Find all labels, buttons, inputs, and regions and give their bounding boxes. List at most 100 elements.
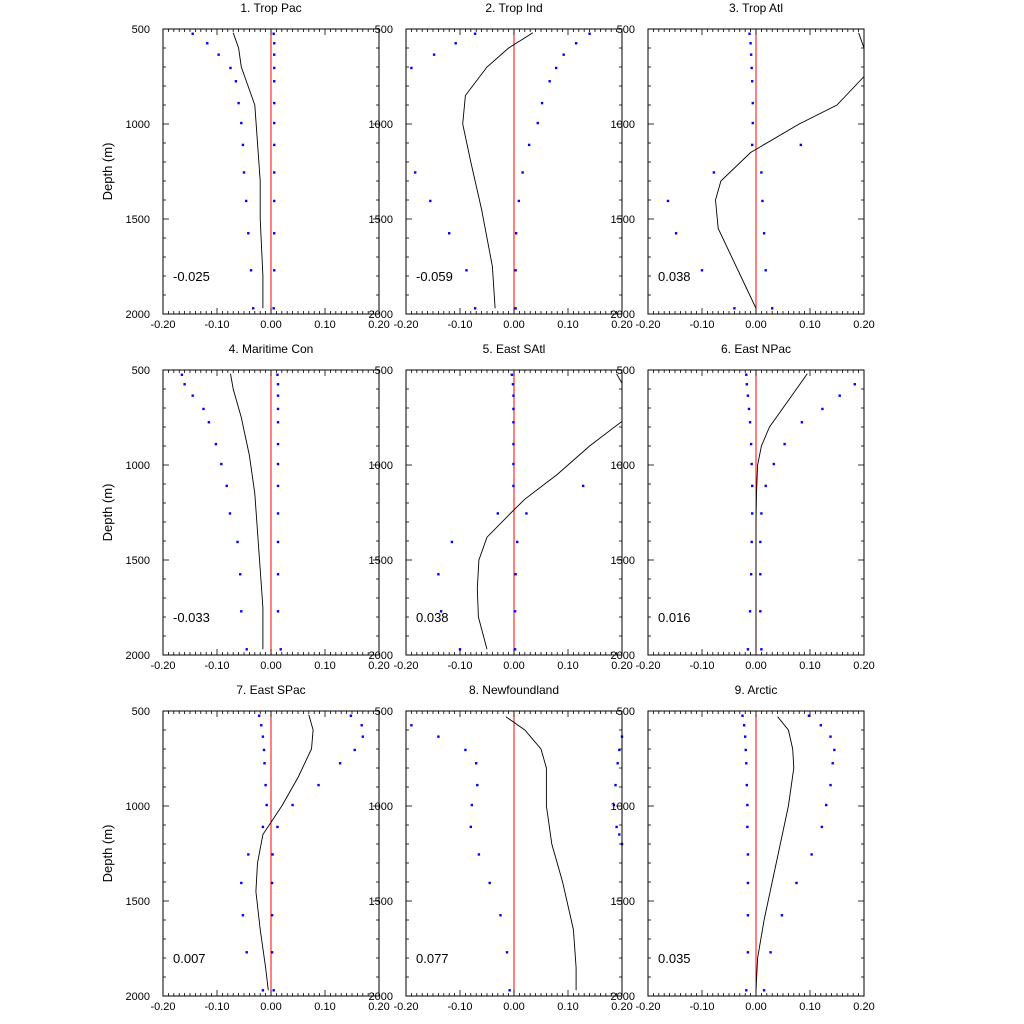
data-point (454, 42, 457, 45)
y-tick-label: 1000 (126, 460, 150, 472)
data-point (273, 101, 276, 105)
panel-title: 1. Trop Pac (240, 1, 301, 15)
data-point (207, 421, 211, 424)
x-tick-label: 0.20 (368, 1001, 389, 1013)
profile-line (505, 716, 577, 991)
panel-annotation: 0.035 (658, 951, 691, 966)
x-tick-label: 0.10 (314, 660, 335, 672)
data-point (562, 53, 565, 56)
data-point (614, 783, 617, 787)
y-tick-label: 2000 (611, 309, 635, 321)
data-point (807, 714, 811, 717)
panel-title: 9. Arctic (735, 683, 778, 697)
data-point (229, 66, 232, 70)
x-tick-label: 0.20 (853, 1001, 874, 1013)
data-point (745, 989, 748, 992)
x-tick-label: -0.10 (204, 1001, 229, 1013)
data-point (829, 783, 832, 787)
data-point (429, 199, 432, 203)
profile-line (715, 32, 864, 309)
data-point (795, 881, 798, 885)
y-tick-label: 2000 (611, 991, 635, 1003)
data-point (272, 989, 275, 992)
data-point (279, 648, 282, 651)
data-point (742, 724, 746, 727)
y-tick-label: 2000 (369, 309, 393, 321)
x-tick-label: -0.20 (150, 1001, 175, 1013)
profile-line (476, 420, 622, 650)
data-point (276, 394, 280, 397)
data-point (240, 881, 243, 885)
profile-line (230, 373, 264, 650)
profile-line (755, 716, 795, 991)
x-tick-label: 0.10 (557, 1001, 578, 1013)
data-point (437, 735, 440, 738)
data-point (240, 121, 243, 125)
y-tick-label: 2000 (126, 650, 150, 662)
data-point (245, 648, 248, 651)
data-point (360, 724, 363, 727)
data-point (536, 121, 539, 125)
data-point (746, 914, 750, 917)
data-point (260, 724, 263, 727)
panel-annotation: -0.059 (416, 269, 453, 284)
data-point (745, 383, 749, 386)
data-point (508, 989, 511, 992)
data-point (276, 383, 280, 386)
data-point (581, 484, 585, 488)
data-point (262, 748, 266, 752)
y-tick-label: 2000 (611, 650, 635, 662)
y-tick-label: 500 (617, 24, 635, 36)
panel-title: 3. Trop Atl (729, 1, 783, 15)
y-tick-label: 1500 (126, 555, 150, 567)
x-tick-label: 0.20 (611, 319, 632, 331)
data-point (276, 373, 279, 376)
data-point (473, 32, 477, 35)
data-point (511, 383, 515, 386)
data-point (829, 735, 832, 738)
data-point (666, 199, 670, 203)
data-point (514, 573, 517, 576)
data-point (780, 914, 784, 917)
panel-title: 2. Trop Ind (485, 1, 542, 15)
data-point (745, 783, 749, 787)
panel-title: 6. East NPac (721, 342, 791, 356)
data-point (759, 610, 762, 613)
x-tick-label: -0.20 (635, 660, 660, 672)
x-tick-label: -0.10 (204, 319, 229, 331)
data-point (751, 512, 754, 515)
data-point (225, 484, 228, 488)
data-point (228, 512, 232, 515)
data-point (338, 762, 342, 765)
y-tick-label: 1000 (369, 119, 393, 131)
data-point (276, 825, 279, 829)
data-point (819, 724, 822, 727)
data-point (272, 307, 275, 310)
data-point (217, 53, 220, 56)
data-point (242, 171, 246, 174)
y-tick-label: 500 (132, 706, 150, 718)
data-point (747, 407, 751, 411)
data-point (450, 540, 454, 544)
x-tick-label: -0.20 (393, 1001, 418, 1013)
x-tick-label: -0.20 (635, 319, 660, 331)
data-point (353, 748, 356, 752)
data-point (291, 803, 294, 807)
data-point (234, 80, 238, 83)
data-point (273, 80, 276, 83)
panel-8: -0.20 -0.10 0.00 0.10 0.20 500 1000 1500 2000 8. … (369, 683, 633, 1013)
x-tick-label: 0.10 (314, 319, 335, 331)
x-tick-label: 0.20 (368, 319, 389, 331)
data-point (270, 914, 274, 917)
data-point (202, 407, 205, 411)
data-point (264, 783, 267, 787)
data-point (820, 825, 824, 829)
data-point (700, 269, 704, 272)
data-point (674, 232, 678, 235)
data-point (751, 80, 754, 83)
x-tick-label: -0.10 (689, 1001, 714, 1013)
x-tick-label: 0.10 (799, 1001, 820, 1013)
data-point (512, 421, 515, 424)
data-point (276, 442, 280, 446)
data-point (517, 199, 521, 203)
